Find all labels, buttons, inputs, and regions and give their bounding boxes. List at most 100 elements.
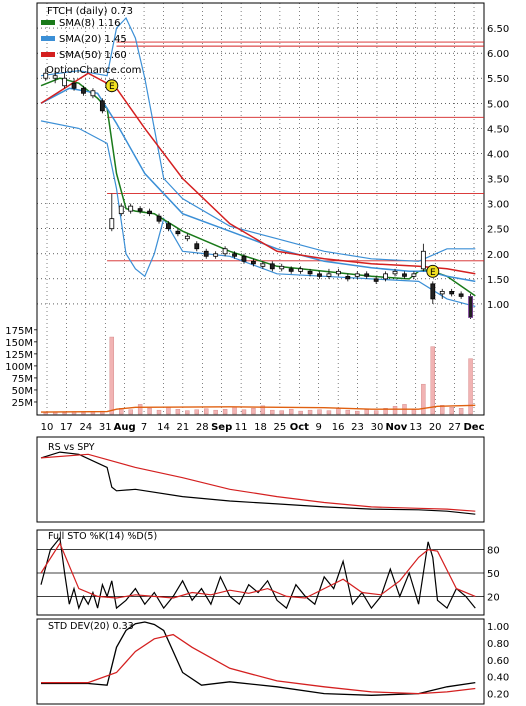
candle-body	[449, 290, 455, 295]
stochastic-series	[40, 536, 476, 611]
candle-body	[81, 87, 86, 94]
volume-bar	[355, 410, 360, 415]
volume-bar	[222, 408, 228, 415]
volume-bars	[40, 336, 476, 415]
volume-tick-label: 25M	[12, 398, 33, 409]
volume-tick-label: 125M	[5, 350, 33, 361]
volume-bar	[194, 409, 199, 415]
volume-bar	[147, 408, 152, 415]
legend-label-sma20: SMA(20) 1.45	[59, 34, 127, 45]
candle-body	[52, 75, 58, 79]
volume-bar	[137, 404, 143, 415]
candle-body	[241, 255, 247, 262]
volume-bar	[81, 412, 86, 415]
candle-body	[307, 270, 313, 275]
candle-body	[411, 273, 417, 277]
x-tick-label: 23	[351, 422, 364, 433]
std-tick-label: 0.60	[487, 656, 509, 667]
earnings-marker	[426, 264, 440, 278]
rs-label: RS vs SPY	[48, 442, 95, 453]
std-tick-label: 0.40	[487, 673, 509, 684]
candle-body	[439, 290, 445, 295]
std-tick-label: 0.80	[487, 639, 509, 650]
price-tick-label: 6.00	[487, 49, 509, 60]
x-tick-label: 7	[141, 422, 147, 433]
candle-body	[194, 243, 200, 250]
volume-bar	[458, 408, 464, 415]
std-line-std-dev-ma	[41, 633, 476, 695]
price-y-axis: 6.50 6.00 5.50 5.00 4.50 4.00 3.50 3.00 2.50 2.00…	[487, 24, 509, 311]
candle-body	[90, 90, 96, 97]
std-label: STD DEV(20) 0.33	[48, 621, 134, 632]
x-tick-label: Nov	[385, 422, 407, 433]
candle-body	[298, 268, 304, 272]
bollinger-upper	[40, 16, 476, 262]
std-tick-label: 1.00	[487, 622, 509, 633]
candle-body	[166, 223, 171, 230]
rs-line-rs-ma	[40, 453, 476, 512]
volume-tick-label: 75M	[12, 374, 33, 385]
price-tick-label: 5.50	[487, 74, 509, 85]
candle-body	[251, 260, 256, 265]
price-tick-label: 4.50	[487, 124, 509, 135]
price-tick-label: 3.00	[487, 200, 509, 211]
candle-body	[345, 275, 351, 280]
candle-body	[420, 250, 426, 270]
candle-body	[43, 72, 49, 79]
volume-bar	[232, 407, 237, 415]
candle-body	[62, 77, 68, 87]
volume-bar	[373, 410, 379, 415]
x-tick-label: 14	[157, 422, 170, 433]
x-axis: 10 17 24 31 Aug 7 14 21 28 Sep 11 18 25 Oct 9 16 23 30 Nov…	[41, 422, 485, 433]
candle-body	[430, 283, 436, 300]
candle-body	[468, 296, 473, 318]
candle-body	[232, 253, 237, 257]
candle-body	[147, 210, 152, 215]
sto-panel-frame	[36, 529, 485, 616]
x-tick-label: 11	[235, 422, 248, 433]
volume-bar	[307, 409, 313, 415]
sto-line--d	[40, 542, 476, 599]
earnings-marker	[105, 79, 119, 93]
legend: SMA(8) 1.16 SMA(20) 1.45 SMA(50) 1.60	[41, 18, 127, 61]
rs-line-rs	[40, 451, 476, 515]
volume-bar	[288, 408, 294, 415]
volume-bar	[175, 408, 181, 415]
volume-bar	[166, 407, 171, 415]
volume-bar	[364, 409, 369, 415]
volume-bar	[109, 336, 115, 415]
candle-body	[402, 273, 407, 277]
x-tick-label: Aug	[114, 422, 136, 433]
candle-body	[354, 273, 360, 277]
x-tick-label: 18	[254, 422, 267, 433]
price-tick-label: 1.50	[487, 275, 509, 286]
x-tick-label: 30	[371, 422, 384, 433]
x-tick-label: 9	[316, 422, 322, 433]
x-tick-label: Dec	[463, 422, 484, 433]
legend-label-sma8: SMA(8) 1.16	[59, 18, 120, 29]
std-y-axis: 1.00 0.80 0.60 0.40 0.20	[487, 622, 509, 700]
candle-body	[213, 253, 219, 257]
volume-tick-label: 50M	[12, 386, 33, 397]
price-grid	[37, 3, 484, 415]
x-tick-label: 25	[274, 422, 287, 433]
candle-body	[71, 82, 77, 89]
volume-bar	[270, 409, 275, 415]
legend-swatch-sma20	[41, 36, 55, 41]
candle-body	[118, 205, 124, 215]
sto-tick-label: 20	[487, 592, 500, 603]
x-tick-label: 10	[41, 422, 54, 433]
volume-bar	[468, 358, 473, 415]
volume-bar	[383, 408, 388, 415]
x-tick-label: Oct	[290, 422, 309, 433]
candle-body	[317, 273, 322, 277]
sto-label: Full STO %K(14) %D(5)	[48, 531, 157, 542]
volume-bar	[421, 383, 426, 415]
x-tick-label: Sep	[211, 422, 232, 433]
volume-bar	[204, 408, 209, 415]
volume-bar	[392, 406, 398, 415]
legend-label-sma50: SMA(50) 1.60	[59, 50, 127, 61]
x-tick-label: 16	[332, 422, 345, 433]
volume-bar	[241, 409, 247, 415]
candle-body	[373, 278, 379, 282]
